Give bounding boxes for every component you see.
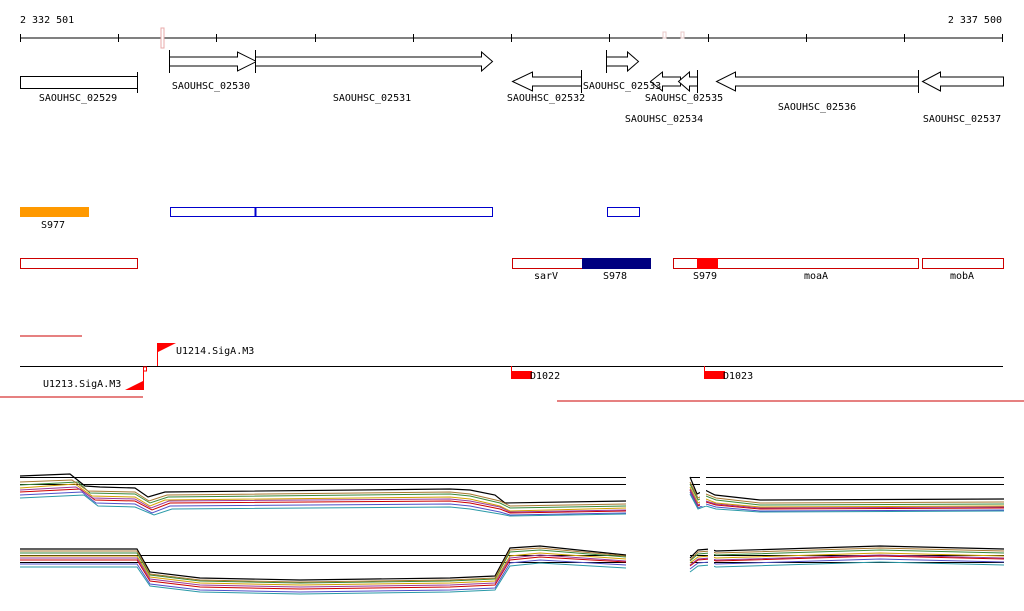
expression-gap [700, 476, 706, 506]
coordinate-ruler: 2 332 501 2 337 500 [20, 15, 1003, 49]
terminator-label: D1022 [530, 371, 560, 382]
gene-arrow-reverse[interactable] [649, 70, 681, 93]
gene-arrow-forward[interactable] [169, 51, 258, 72]
signal-track: U1214.SigA.M3 U1213.SigA.M3 D1022 D1023 [0, 335, 1024, 402]
gene-arrow-reverse[interactable] [921, 71, 1004, 92]
terminator-label: D1023 [723, 371, 753, 382]
promoter-flag[interactable] [125, 381, 143, 390]
transcript-label: mobA [950, 271, 974, 282]
transcript-block[interactable] [582, 258, 651, 269]
terminator-block[interactable] [512, 371, 532, 379]
gene-arrow-reverse[interactable] [677, 70, 698, 93]
gene-arrow-reverse[interactable] [511, 71, 582, 92]
gene-label: SAOUHSC_02534 [625, 114, 703, 125]
operon-box[interactable] [607, 207, 640, 217]
expression-profile [19, 479, 1005, 507]
gene-arrow-forward[interactable] [606, 50, 640, 73]
gene-box[interactable] [20, 76, 138, 89]
feature-block[interactable] [20, 207, 89, 217]
gene-label: SAOUHSC_02531 [333, 93, 411, 104]
transcript-box[interactable] [20, 258, 138, 269]
ruler-marker [680, 31, 685, 39]
gene-arrow-forward[interactable] [255, 50, 494, 73]
expression-profile [20, 561, 1005, 595]
gene-label: SAOUHSC_02532 [507, 93, 585, 104]
gene-label: SAOUHSC_02533 [583, 81, 661, 92]
gene-labels: SAOUHSC_02529 SAOUHSC_02530 SAOUHSC_0253… [39, 81, 1001, 125]
transcript-label: S978 [603, 271, 627, 282]
expression-profile [19, 483, 1005, 512]
expression-profile [20, 558, 1005, 593]
ruler-marker [160, 27, 165, 49]
gene-track [20, 50, 1004, 93]
ruler-ticks [20, 34, 1003, 42]
expression-profile [19, 486, 1005, 513]
gene-label: SAOUHSC_02530 [172, 81, 250, 92]
expression-profile [19, 488, 1005, 514]
transcript-label: sarV [534, 271, 558, 282]
expression-track-reverse [20, 545, 1005, 595]
operon-box[interactable] [170, 207, 493, 217]
gene-label: SAOUHSC_02537 [923, 114, 1001, 125]
transcript-box[interactable] [673, 258, 919, 269]
terminator-block[interactable] [705, 371, 725, 379]
expression-profile [20, 549, 1005, 584]
transcript-box[interactable] [922, 258, 1004, 269]
transcript-label: S979 [693, 271, 717, 282]
expression-gap [708, 546, 714, 578]
end-coordinate: 2 337 500 [948, 15, 1002, 26]
expression-profile [19, 473, 1005, 504]
start-coordinate: 2 332 501 [20, 15, 74, 26]
gene-arrow-reverse[interactable] [715, 71, 919, 92]
transcript-block[interactable] [697, 258, 718, 269]
gene-label: SAOUHSC_02529 [39, 93, 117, 104]
promoter-label: U1213.SigA.M3 [43, 379, 121, 390]
expression-profile [20, 555, 1005, 590]
promoter-label: U1214.SigA.M3 [176, 346, 254, 357]
promoter-flag[interactable] [158, 343, 176, 352]
transcript-track: sarV S978 S979 moaA mobA [20, 258, 1004, 282]
expression-track-forward [19, 473, 1005, 517]
gene-label: SAOUHSC_02536 [778, 102, 856, 113]
ruler-marker [662, 31, 667, 39]
gene-label: SAOUHSC_02535 [645, 93, 723, 104]
feature-track: S977 [20, 207, 640, 231]
transcript-box[interactable] [512, 258, 583, 269]
feature-label: S977 [41, 220, 65, 231]
expression-profile [19, 491, 1005, 516]
transcript-label: moaA [804, 271, 828, 282]
promoter-marker [143, 366, 147, 372]
expression-profile [19, 493, 1005, 517]
